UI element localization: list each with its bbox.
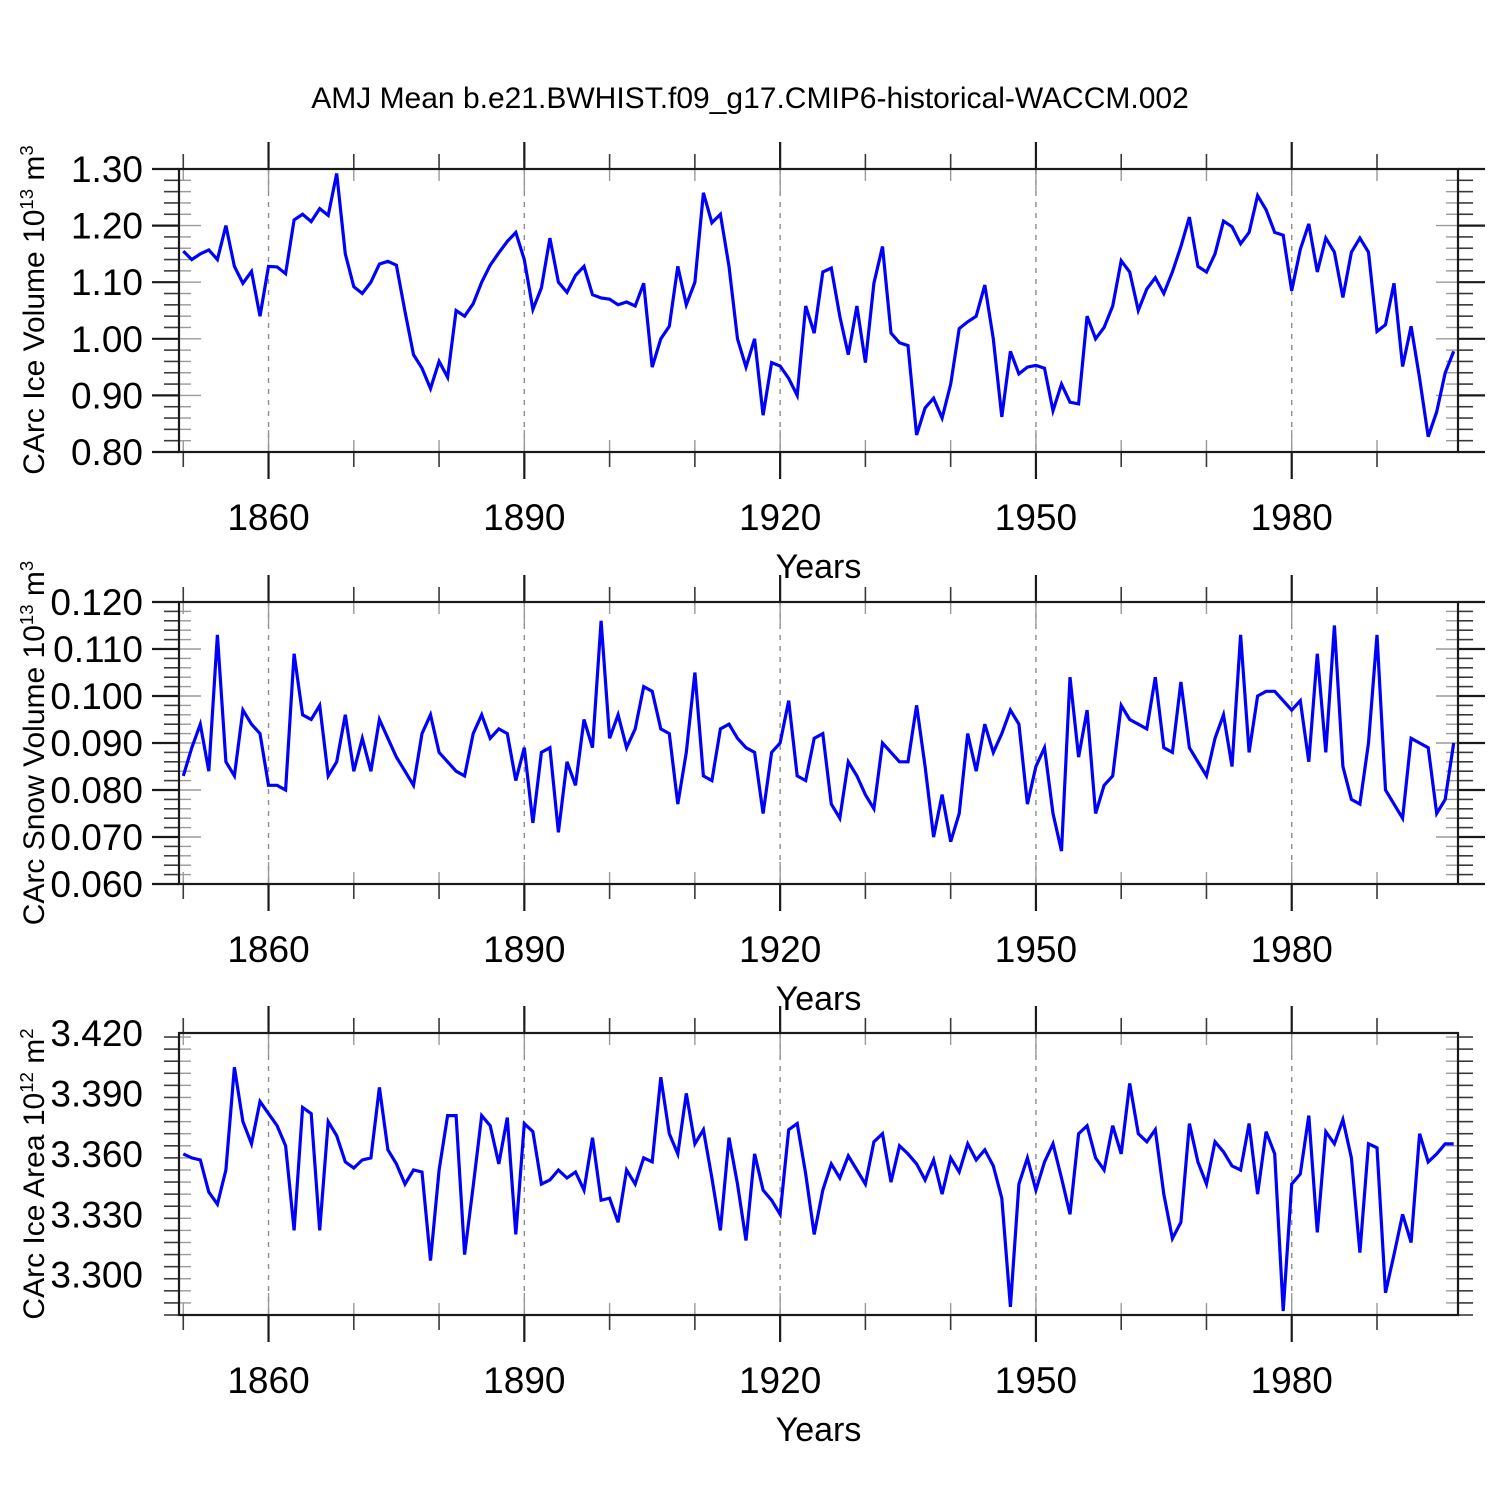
y-axis-label-unit: m [18, 571, 51, 605]
y-axis-label-unit-exponent: 3 [16, 145, 37, 156]
y-axis-label-unit: m [18, 155, 51, 189]
x-tick-label: 1950 [995, 497, 1077, 538]
x-tick-label: 1860 [227, 929, 309, 970]
plot-frame [177, 1031, 1460, 1317]
x-tick-label: 1950 [995, 929, 1077, 970]
x-axis-title: Years [776, 548, 862, 586]
chart-title: AMJ Mean b.e21.BWHIST.f09_g17.CMIP6-hist… [311, 82, 1189, 115]
x-tick-label: 1860 [227, 497, 309, 538]
x-axis-title: Years [776, 980, 862, 1018]
plot-frame [177, 600, 1460, 886]
y-axis-label-text: CArc Ice Area 10 [18, 1092, 51, 1320]
x-tick-label: 1950 [995, 1360, 1077, 1401]
plot-frame [177, 167, 1460, 454]
y-ticks: 3.300 3.330 3.360 3.390 3.420 [50, 1013, 1473, 1316]
y-tick-label: 0.110 [53, 629, 143, 670]
x-tick-label: 1890 [483, 497, 565, 538]
x-tick-label: 1890 [483, 929, 565, 970]
y-tick-label: 3.420 [50, 1013, 143, 1054]
y-axis-label-text: CArc Snow Volume 10 [18, 625, 51, 926]
y-axis-label-unit-exponent: 3 [16, 560, 37, 572]
y-tick-label: 0.070 [50, 817, 143, 858]
y-ticks: 0.80 0.90 1.00 1.10 1.20 1.30 [71, 149, 1485, 473]
x-tick-labels: 1860 1890 1920 1950 1980 [227, 1360, 1333, 1401]
y-tick-label: 3.390 [50, 1073, 143, 1114]
x-tick-label: 1890 [483, 1360, 565, 1401]
y-tick-label: 0.060 [50, 864, 143, 905]
y-axis-label-unit: m [18, 1038, 51, 1073]
panel-carc-ice-area: 3.300 3.330 3.360 3.390 3.420 1860 1890 1920 195… [50, 1006, 1473, 1449]
series-line-carc-snow-volume [181, 620, 1456, 852]
x-tick-label: 1920 [739, 1360, 821, 1401]
series-line-carc-ice-area [182, 1066, 1454, 1312]
y-tick-label: 0.100 [50, 676, 143, 717]
x-tick-label: 1980 [1251, 1360, 1333, 1401]
x-tick-label: 1860 [227, 1360, 309, 1401]
y-ticks: 0.060 0.070 0.080 0.090 0.100 0.110 0.120 [50, 582, 1485, 905]
y-axis-label-ice-area: CArc Ice Area 1012 m2 [16, 1028, 52, 1319]
x-ticks [182, 142, 1378, 479]
x-tick-labels: 1860 1890 1920 1950 1980 [227, 497, 1333, 538]
y-axis-label-exponent: 13 [16, 188, 37, 210]
y-tick-label: 0.120 [50, 582, 143, 623]
y-tick-label: 0.90 [71, 375, 143, 416]
y-axis-label-exponent: 13 [16, 604, 37, 626]
series-line-carc-ice-volume [182, 173, 1456, 438]
y-axis-label-text: CArc Ice Volume 10 [18, 209, 51, 475]
y-tick-label: 3.300 [50, 1255, 143, 1296]
y-tick-label: 1.00 [71, 319, 143, 360]
x-ticks [182, 1006, 1378, 1342]
y-axis-label-exponent: 12 [16, 1072, 37, 1093]
y-tick-label: 1.20 [71, 206, 143, 247]
y-axis-label-ice-volume: CArc Ice Volume 1013 m3 [16, 145, 52, 474]
x-tick-label: 1920 [739, 497, 821, 538]
y-tick-label: 3.330 [50, 1194, 143, 1235]
y-tick-label: 0.080 [50, 770, 143, 811]
y-tick-label: 3.360 [50, 1134, 143, 1175]
x-tick-label: 1920 [739, 929, 821, 970]
x-ticks [182, 575, 1378, 911]
y-tick-label: 1.30 [71, 149, 143, 190]
y-axis-label-unit-exponent: 2 [16, 1028, 37, 1039]
x-axis-title: Years [776, 1411, 862, 1449]
x-tick-labels: 1860 1890 1920 1950 1980 [227, 929, 1333, 970]
x-tick-label: 1980 [1251, 497, 1333, 538]
y-axis-label-snow-volume: CArc Snow Volume 1013 m3 [16, 561, 52, 926]
y-tick-label: 0.80 [71, 432, 143, 473]
x-tick-label: 1980 [1251, 929, 1333, 970]
panel-carc-ice-volume: 0.80 0.90 1.00 1.10 1.20 1.30 1860 1890 1920 1950… [71, 142, 1485, 586]
y-tick-label: 1.10 [71, 262, 143, 303]
y-tick-label: 0.090 [50, 723, 143, 764]
